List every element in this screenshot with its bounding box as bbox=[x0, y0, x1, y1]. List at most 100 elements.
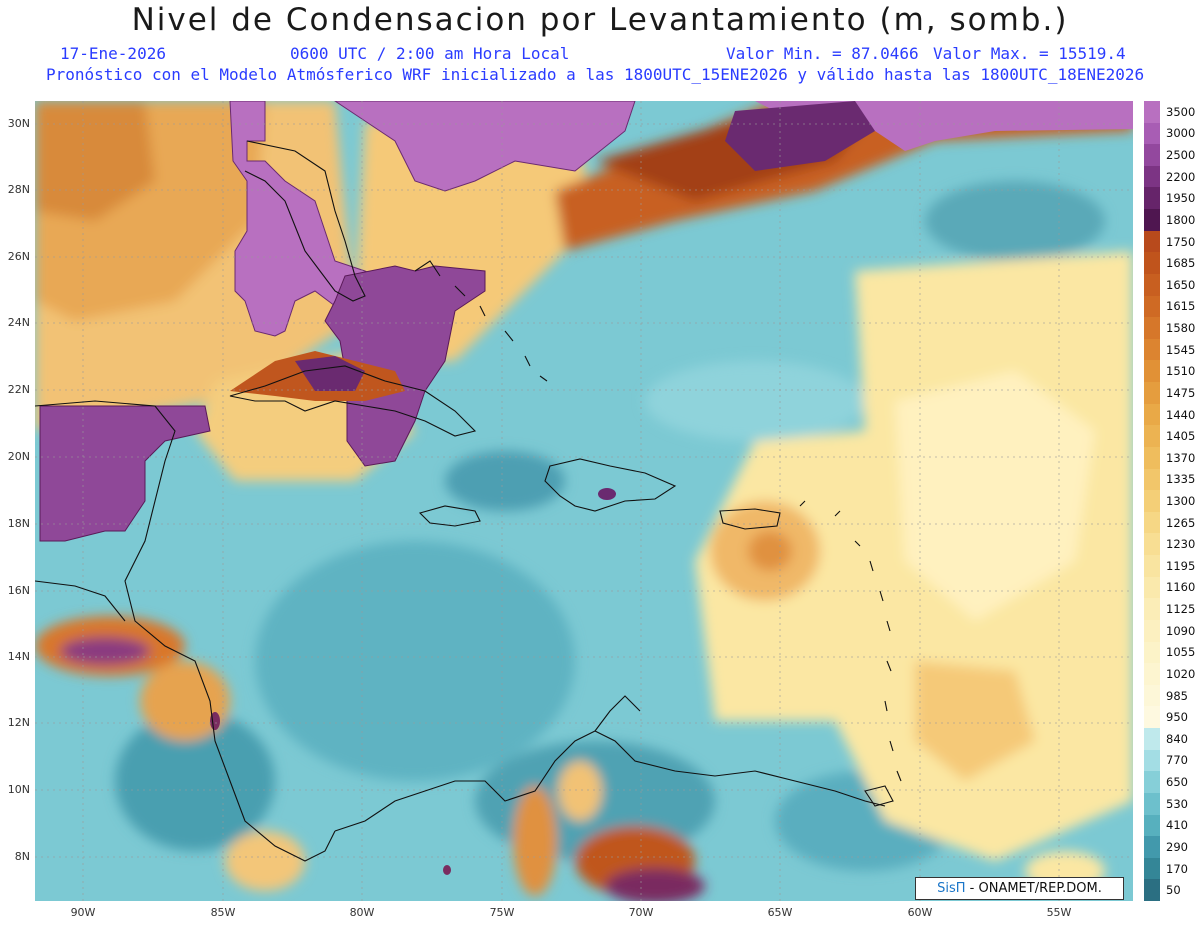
colorbar-swatch bbox=[1144, 771, 1160, 794]
lat-label: 24N bbox=[7, 316, 30, 329]
colorbar-swatch bbox=[1144, 403, 1160, 426]
colorbar-swatch bbox=[1144, 836, 1160, 859]
lat-label: 14N bbox=[7, 650, 30, 663]
colorbar-swatch bbox=[1144, 598, 1160, 621]
colorbar-label: 950 bbox=[1166, 710, 1188, 725]
colorbar-swatch bbox=[1144, 446, 1160, 470]
lat-label: 26N bbox=[7, 250, 30, 263]
colorbar-label: 1800 bbox=[1166, 212, 1196, 227]
date-label: 17-Ene-2026 bbox=[60, 44, 166, 63]
colorbar-label: 410 bbox=[1166, 818, 1188, 833]
colorbar-swatch bbox=[1144, 728, 1160, 751]
colorbar-swatch bbox=[1144, 555, 1160, 578]
condensation-level-map bbox=[35, 101, 1133, 901]
colorbar-label: 290 bbox=[1166, 839, 1188, 854]
lat-label: 16N bbox=[7, 584, 30, 597]
colorbar-swatch bbox=[1144, 619, 1160, 643]
colorbar-label: 1510 bbox=[1166, 364, 1196, 379]
colorbar-label: 2200 bbox=[1166, 169, 1196, 184]
colorbar-label: 1580 bbox=[1166, 321, 1196, 336]
lat-label: 10N bbox=[7, 783, 30, 796]
colorbar-swatch bbox=[1144, 144, 1160, 167]
lat-label: 18N bbox=[7, 517, 30, 530]
lat-label: 20N bbox=[7, 450, 30, 463]
lon-label: 70W bbox=[628, 906, 654, 919]
colorbar-label: 1685 bbox=[1166, 256, 1196, 271]
lon-label: 55W bbox=[1046, 906, 1072, 919]
colorbar-swatch bbox=[1144, 684, 1160, 707]
colorbar-swatch bbox=[1144, 230, 1160, 253]
colorbar-swatch bbox=[1144, 749, 1160, 772]
colorbar-label: 530 bbox=[1166, 796, 1188, 811]
lat-label: 8N bbox=[14, 850, 30, 863]
colorbar-label: 1405 bbox=[1166, 429, 1196, 444]
colorbar-label: 2500 bbox=[1166, 148, 1196, 163]
colorbar-label: 1090 bbox=[1166, 623, 1196, 638]
colorbar-swatch bbox=[1144, 360, 1160, 383]
colorbar-swatch bbox=[1144, 295, 1160, 318]
lon-label: 80W bbox=[349, 906, 375, 919]
lon-label: 60W bbox=[907, 906, 933, 919]
colorbar-label: 1195 bbox=[1166, 558, 1196, 573]
colorbar-label: 50 bbox=[1166, 883, 1181, 898]
map-title: Nivel de Condensacion por Levantamiento … bbox=[131, 2, 1069, 38]
colorbar-label: 3000 bbox=[1166, 126, 1196, 141]
colorbar-label: 840 bbox=[1166, 731, 1188, 746]
colorbar-swatch bbox=[1144, 273, 1160, 297]
lon-label: 65W bbox=[767, 906, 793, 919]
colorbar-label: 1055 bbox=[1166, 645, 1196, 660]
colorbar-label: 1335 bbox=[1166, 472, 1196, 487]
colorbar-swatch bbox=[1144, 857, 1160, 880]
colorbar-label: 1125 bbox=[1166, 602, 1196, 617]
colorbar-label: 1750 bbox=[1166, 234, 1196, 249]
colorbar-swatch bbox=[1144, 814, 1160, 837]
colorbar-label: 1615 bbox=[1166, 299, 1196, 314]
colorbar-swatch bbox=[1144, 533, 1160, 556]
colorbar bbox=[1144, 101, 1160, 902]
colorbar-swatch bbox=[1144, 101, 1160, 124]
colorbar-swatch bbox=[1144, 425, 1160, 448]
colorbar-label: 985 bbox=[1166, 688, 1188, 703]
colorbar-swatch bbox=[1144, 165, 1160, 188]
colorbar-label: 1300 bbox=[1166, 494, 1196, 508]
colorbar-label: 1475 bbox=[1166, 385, 1196, 400]
colorbar-label: 770 bbox=[1166, 753, 1188, 768]
colorbar-swatch bbox=[1144, 209, 1160, 232]
colorbar-swatch bbox=[1144, 490, 1160, 513]
lat-label: 28N bbox=[7, 183, 30, 196]
lat-label: 22N bbox=[7, 383, 30, 396]
colorbar-swatch bbox=[1144, 338, 1160, 361]
colorbar-label: 1370 bbox=[1166, 450, 1196, 465]
colorbar-label: 1650 bbox=[1166, 277, 1196, 292]
lat-label: 30N bbox=[7, 117, 30, 130]
colorbar-swatch bbox=[1144, 879, 1160, 902]
model-info-label: Pronóstico con el Modelo Atmósferico WRF… bbox=[46, 65, 1145, 84]
colorbar-swatch bbox=[1144, 317, 1160, 340]
colorbar-swatch bbox=[1144, 382, 1160, 405]
credit-box: SisΠ - ONAMET/REP.DOM. bbox=[915, 877, 1124, 900]
colorbar-swatch bbox=[1144, 663, 1160, 686]
colorbar-swatch bbox=[1144, 468, 1160, 491]
colorbar-swatch bbox=[1144, 122, 1160, 145]
colorbar-label: 1545 bbox=[1166, 342, 1196, 357]
colorbar-label: 1440 bbox=[1166, 407, 1196, 422]
lon-label: 75W bbox=[489, 906, 515, 919]
colorbar-label: 1265 bbox=[1166, 515, 1196, 530]
colorbar-label: 1160 bbox=[1166, 580, 1196, 595]
colorbar-swatch bbox=[1144, 576, 1160, 599]
colorbar-label: 1020 bbox=[1166, 666, 1196, 681]
min-value-label: Valor Min. = 87.0466 bbox=[726, 44, 919, 63]
lat-label: 12N bbox=[7, 716, 30, 729]
colorbar-swatch bbox=[1144, 641, 1160, 664]
credit-text: - ONAMET/REP.DOM. bbox=[965, 881, 1102, 896]
lon-label: 85W bbox=[210, 906, 236, 919]
colorbar-swatch bbox=[1144, 792, 1160, 815]
sispi-logo: SisΠ bbox=[937, 881, 966, 896]
colorbar-swatch bbox=[1144, 511, 1160, 534]
colorbar-label: 170 bbox=[1166, 861, 1188, 876]
colorbar-swatch bbox=[1144, 706, 1160, 729]
colorbar-label: 1230 bbox=[1166, 537, 1196, 552]
colorbar-swatch bbox=[1144, 187, 1160, 210]
colorbar-swatch bbox=[1144, 252, 1160, 275]
lon-label: 90W bbox=[70, 906, 96, 919]
